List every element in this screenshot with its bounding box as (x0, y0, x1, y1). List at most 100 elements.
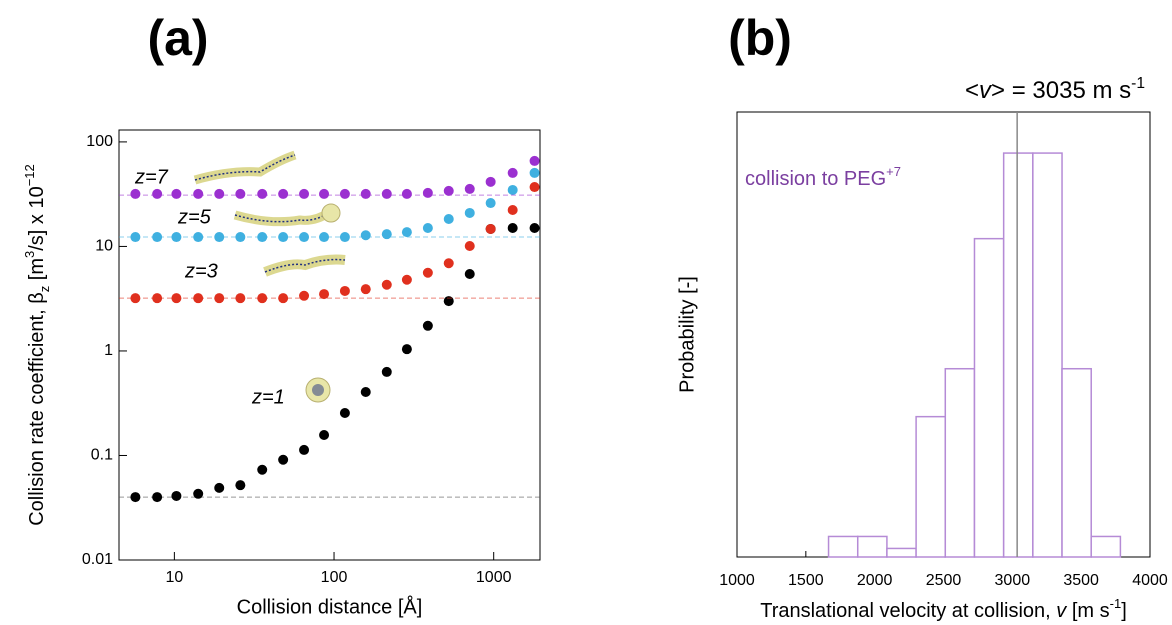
point (235, 232, 246, 243)
point (464, 268, 475, 279)
x-tick-label: 100 (321, 569, 348, 586)
point (257, 464, 268, 475)
x-axis-label: Translational velocity at collision, v [… (760, 596, 1127, 622)
point (422, 320, 433, 331)
point (401, 344, 412, 355)
point (171, 188, 182, 199)
point (278, 188, 289, 199)
point (507, 205, 518, 216)
x-axis-label-part: -1 (1110, 596, 1122, 611)
point (529, 167, 540, 178)
point (152, 188, 163, 199)
point (130, 188, 141, 199)
note-part: +7 (886, 164, 901, 179)
point (401, 227, 412, 238)
point (235, 480, 246, 491)
point (299, 188, 310, 199)
bar (1032, 152, 1063, 558)
bar (915, 415, 947, 558)
panel-title: (b) (728, 10, 792, 66)
point (319, 430, 330, 441)
x-axis-label-part: Translational velocity at collision, (760, 600, 1056, 622)
x-axis-label-part: v (1056, 600, 1067, 622)
y-axis-label: Collision rate coefficient, βz [m3/s] x … (22, 164, 52, 526)
x-axis-label: Collision distance [Å] (237, 595, 423, 618)
series-label: z=5 (177, 206, 212, 228)
x-axis-label-part: [m s (1066, 600, 1109, 622)
y-tick-label: 1 (104, 342, 113, 359)
bar (1002, 152, 1034, 558)
bar (973, 237, 1005, 558)
x-tick-label: 1000 (476, 569, 512, 586)
note: collision to PEG+7 (745, 164, 901, 190)
point (507, 167, 518, 178)
point (381, 279, 392, 290)
panel-title: (a) (147, 10, 208, 66)
point (507, 184, 518, 195)
y-axis-label-part: Collision rate coefficient, β (26, 292, 48, 525)
point (214, 293, 225, 304)
point (485, 223, 496, 234)
mean-annotation-part: v (979, 77, 993, 104)
point (319, 232, 330, 243)
point (339, 285, 350, 296)
y-axis-label-part: [m (26, 258, 48, 286)
y-axis-label-part: −12 (22, 164, 37, 186)
point (214, 188, 225, 199)
point (443, 296, 454, 307)
point (299, 232, 310, 243)
point (507, 223, 518, 234)
x-tick-label: 2500 (926, 572, 962, 589)
point (443, 185, 454, 196)
point (485, 198, 496, 209)
point (464, 240, 475, 251)
point (319, 188, 330, 199)
point (529, 155, 540, 166)
y-axis-label-part: 3 (22, 251, 37, 258)
series-label: z=3 (184, 260, 218, 282)
point (171, 232, 182, 243)
point (257, 188, 268, 199)
x-tick-label: 2000 (857, 572, 893, 589)
point (381, 229, 392, 240)
bar (856, 535, 888, 558)
x-tick-label: 3000 (995, 572, 1031, 589)
point (443, 258, 454, 269)
point (278, 232, 289, 243)
y-tick-label: 0.01 (82, 551, 113, 568)
x-axis-label-part: ] (1121, 600, 1127, 622)
bar (1061, 367, 1092, 558)
point (529, 223, 540, 234)
point (422, 187, 433, 198)
point (152, 492, 163, 503)
bar (944, 367, 976, 558)
mean-annotation-part: < (965, 77, 979, 104)
point (130, 293, 141, 304)
point (171, 293, 182, 304)
x-tick-label: 3500 (1063, 572, 1099, 589)
point (360, 386, 371, 397)
point (360, 284, 371, 295)
point (214, 482, 225, 493)
point (193, 232, 204, 243)
point (422, 223, 433, 234)
y-tick-label: 100 (86, 133, 113, 150)
series-label: z=1 (251, 386, 285, 408)
point (529, 182, 540, 193)
x-tick-label: 1000 (719, 572, 755, 589)
point (257, 232, 268, 243)
point (401, 188, 412, 199)
point (171, 490, 182, 501)
point (381, 188, 392, 199)
x-tick-label: 1500 (788, 572, 824, 589)
mean-annotation-part: -1 (1131, 75, 1145, 92)
point (278, 454, 289, 465)
point (130, 492, 141, 503)
point (381, 366, 392, 377)
point (193, 488, 204, 499)
point (152, 232, 163, 243)
point (360, 230, 371, 241)
point (319, 289, 330, 300)
y-axis-label: Probability [-] (676, 276, 698, 393)
